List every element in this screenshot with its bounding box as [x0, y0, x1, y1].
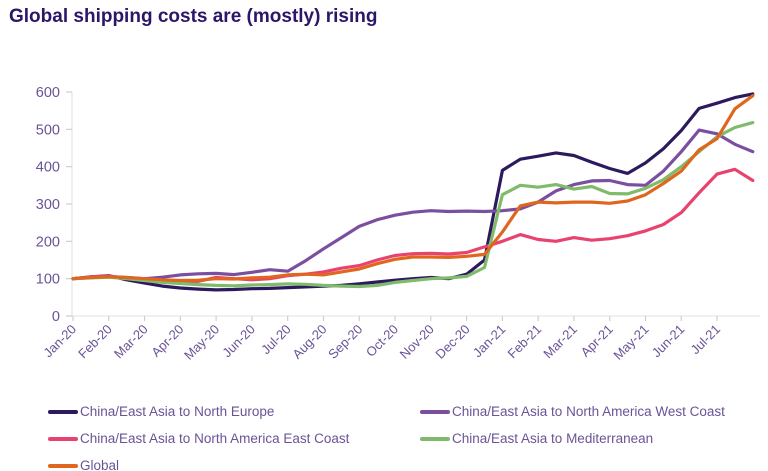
legend-item: China/East Asia to North Europe	[48, 404, 420, 419]
x-tick-label: Mar-21	[540, 322, 580, 362]
y-tick-label: 300	[36, 197, 60, 213]
x-tick-label: Feb-21	[505, 322, 545, 362]
x-tick-label: May-20	[181, 322, 222, 363]
x-tick-label: Dec-20	[432, 322, 472, 362]
series-line	[71, 92, 755, 292]
legend-line-swatch	[48, 463, 78, 468]
x-tick-label: Mar-20	[111, 322, 151, 362]
legend-label: China/East Asia to North America West Co…	[452, 404, 725, 419]
legend-line-swatch	[420, 436, 450, 441]
legend-item: China/East Asia to North America East Co…	[48, 431, 420, 446]
legend-label: China/East Asia to North America East Co…	[80, 431, 350, 446]
x-tick-label: Nov-20	[397, 322, 437, 362]
x-tick-label: Apr-20	[148, 322, 186, 360]
x-tick-label: Jan-20	[40, 322, 79, 361]
x-tick-label: Jun-21	[649, 322, 688, 361]
x-tick-label: Jun-20	[219, 322, 258, 361]
legend-line-swatch	[48, 436, 78, 441]
x-tick-label: Jul-20	[258, 322, 294, 358]
page-title: Global shipping costs are (mostly) risin…	[9, 6, 378, 27]
x-tick-label: Sep-20	[325, 322, 365, 362]
legend-label: China/East Asia to Mediterranean	[452, 431, 654, 446]
legend-item: China/East Asia to Mediterranean	[420, 431, 760, 446]
x-tick-label: May-21	[610, 322, 651, 363]
y-tick-label: 0	[52, 309, 60, 325]
y-tick-label: 100	[36, 272, 60, 288]
x-tick-label: Feb-20	[75, 322, 115, 362]
legend-item: China/East Asia to North America West Co…	[420, 404, 760, 419]
y-tick-label: 200	[36, 234, 60, 250]
legend-line-swatch	[48, 409, 78, 414]
y-tick-label: 400	[36, 160, 60, 176]
x-tick-label: Aug-20	[289, 322, 329, 362]
series-line	[71, 94, 755, 283]
y-tick-label: 600	[36, 85, 60, 101]
x-tick-label: Jul-21	[688, 322, 724, 358]
legend-label: China/East Asia to North Europe	[80, 404, 275, 419]
legend-label: Global	[80, 458, 120, 471]
legend-item: Global	[48, 458, 420, 471]
legend-line-swatch	[420, 409, 450, 414]
series-line	[71, 128, 755, 281]
x-tick-label: Apr-21	[578, 322, 616, 360]
shipping-costs-line-chart: 0100200300400500600Jan-20Feb-20Mar-20Apr…	[36, 85, 760, 363]
x-tick-label: Oct-20	[363, 322, 401, 360]
y-tick-label: 500	[36, 122, 60, 138]
series-line	[71, 120, 755, 289]
x-tick-label: Jan-21	[470, 322, 509, 361]
chart-legend: China/East Asia to North Europe China/Eas…	[48, 398, 760, 471]
